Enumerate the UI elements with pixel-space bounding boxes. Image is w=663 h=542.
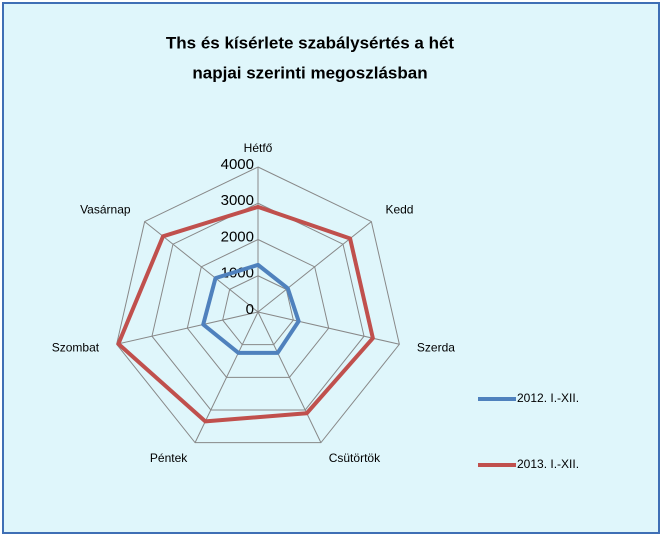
grid-line: [222, 275, 294, 346]
chart-title: napjai szerinti megoszlásban: [192, 63, 427, 82]
category-label: Kedd: [385, 203, 413, 217]
chart-frame: [2, 2, 660, 534]
series-line: [201, 262, 301, 355]
axis-spoke: [257, 221, 372, 313]
series-line: [116, 204, 375, 424]
axis-spoke: [257, 311, 400, 345]
grid-line: [116, 166, 400, 444]
chart-title: Ths és kísérlete szabálysértés a hét: [166, 33, 455, 52]
category-label: Csütörtök: [329, 451, 381, 465]
y-tick-label: 0: [246, 301, 254, 318]
category-label: Péntek: [150, 451, 188, 465]
legend-label: 2012. I.-XII.: [517, 391, 579, 405]
axis-spoke: [257, 311, 322, 443]
category-label: Szerda: [417, 340, 455, 354]
grid-line: [151, 202, 365, 411]
category-label: Hétfő: [244, 141, 273, 155]
legend-label: 2013. I.-XII.: [517, 457, 579, 471]
category-label: Szombat: [52, 340, 100, 354]
grid-line: [186, 238, 330, 378]
axis-spoke: [116, 311, 259, 345]
y-tick-label: 4000: [221, 156, 254, 173]
y-tick-label: 2000: [221, 228, 254, 245]
category-label: Vasárnap: [80, 203, 131, 217]
y-tick-label: 3000: [221, 192, 254, 209]
